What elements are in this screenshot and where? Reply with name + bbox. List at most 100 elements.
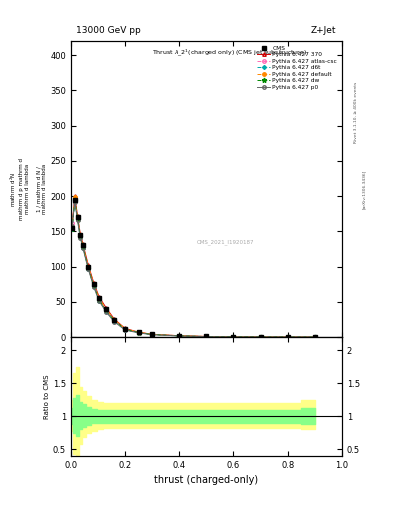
Pythia 6.427 atlas-csc bbox=[75, 215, 80, 221]
Pythia 6.427 default bbox=[177, 333, 182, 339]
Pythia 6.427 370 bbox=[177, 333, 182, 339]
Pythia 6.427 370 bbox=[97, 294, 101, 300]
Pythia 6.427 default bbox=[70, 224, 74, 230]
CMS bbox=[81, 242, 85, 248]
Pythia 6.427 atlas-csc bbox=[285, 334, 290, 340]
Pythia 6.427 p0 bbox=[92, 284, 96, 290]
Pythia 6.427 dw bbox=[150, 331, 154, 337]
Pythia 6.427 d6t bbox=[81, 245, 85, 251]
Pythia 6.427 dw bbox=[78, 233, 83, 240]
Pythia 6.427 370 bbox=[70, 223, 74, 229]
Pythia 6.427 atlas-csc bbox=[86, 264, 91, 270]
Line: Pythia 6.427 default: Pythia 6.427 default bbox=[70, 195, 316, 339]
CMS bbox=[112, 316, 116, 323]
Pythia 6.427 default bbox=[92, 281, 96, 287]
Pythia 6.427 370 bbox=[72, 193, 77, 199]
Pythia 6.427 d6t bbox=[70, 226, 74, 232]
Legend: CMS, Pythia 6.427 370, Pythia 6.427 atlas-csc, Pythia 6.427 d6t, Pythia 6.427 de: CMS, Pythia 6.427 370, Pythia 6.427 atla… bbox=[255, 44, 339, 92]
Pythia 6.427 default bbox=[97, 295, 101, 302]
Text: Thrust $\lambda\_2^1$(charged only) (CMS jet substructure): Thrust $\lambda\_2^1$(charged only) (CMS… bbox=[152, 47, 307, 57]
Pythia 6.427 p0 bbox=[177, 333, 182, 339]
CMS bbox=[104, 306, 108, 312]
Pythia 6.427 370 bbox=[204, 333, 209, 339]
Pythia 6.427 370 bbox=[86, 262, 91, 268]
Pythia 6.427 default bbox=[150, 331, 154, 337]
Pythia 6.427 370 bbox=[92, 280, 96, 286]
Pythia 6.427 p0 bbox=[123, 327, 127, 333]
Line: Pythia 6.427 d6t: Pythia 6.427 d6t bbox=[71, 200, 316, 338]
Pythia 6.427 dw bbox=[72, 197, 77, 203]
Pythia 6.427 370 bbox=[123, 325, 127, 331]
Pythia 6.427 dw bbox=[136, 330, 141, 336]
Pythia 6.427 d6t bbox=[112, 318, 116, 324]
Pythia 6.427 d6t bbox=[204, 333, 209, 339]
Pythia 6.427 atlas-csc bbox=[231, 334, 236, 340]
Line: Pythia 6.427 dw: Pythia 6.427 dw bbox=[70, 197, 317, 339]
Pythia 6.427 default bbox=[104, 306, 108, 312]
Pythia 6.427 d6t bbox=[136, 330, 141, 336]
Pythia 6.427 p0 bbox=[136, 330, 141, 336]
Pythia 6.427 default bbox=[75, 214, 80, 220]
Pythia 6.427 dw bbox=[258, 334, 263, 340]
Pythia 6.427 370 bbox=[136, 329, 141, 335]
Pythia 6.427 d6t bbox=[312, 334, 317, 340]
Pythia 6.427 default bbox=[258, 334, 263, 340]
Pythia 6.427 default bbox=[123, 326, 127, 332]
Pythia 6.427 dw bbox=[75, 216, 80, 222]
Text: Rivet 3.1.10, ≥ 400k events: Rivet 3.1.10, ≥ 400k events bbox=[354, 82, 358, 143]
Pythia 6.427 atlas-csc bbox=[136, 329, 141, 335]
Pythia 6.427 dw bbox=[123, 326, 127, 332]
Pythia 6.427 d6t bbox=[72, 198, 77, 204]
Pythia 6.427 default bbox=[86, 264, 91, 270]
Pythia 6.427 370 bbox=[285, 334, 290, 340]
Pythia 6.427 atlas-csc bbox=[177, 333, 182, 339]
Pythia 6.427 dw bbox=[104, 307, 108, 313]
Pythia 6.427 370 bbox=[81, 241, 85, 247]
Pythia 6.427 p0 bbox=[258, 334, 263, 340]
Pythia 6.427 p0 bbox=[97, 298, 101, 304]
Pythia 6.427 p0 bbox=[75, 217, 80, 223]
Pythia 6.427 d6t bbox=[97, 297, 101, 304]
Pythia 6.427 p0 bbox=[104, 309, 108, 315]
Pythia 6.427 p0 bbox=[150, 332, 154, 338]
Pythia 6.427 default bbox=[231, 334, 236, 340]
Pythia 6.427 dw bbox=[312, 334, 317, 340]
Pythia 6.427 default bbox=[78, 232, 83, 238]
Pythia 6.427 370 bbox=[104, 305, 108, 311]
CMS bbox=[177, 333, 182, 339]
Pythia 6.427 atlas-csc bbox=[92, 282, 96, 288]
Y-axis label: mathrm d$^2$N
mathrm d p mathrm d
mathrm d lambda

1 / mathrm d N /
mathrm d lam: mathrm d$^2$N mathrm d p mathrm d mathrm… bbox=[9, 158, 47, 220]
Line: Pythia 6.427 atlas-csc: Pythia 6.427 atlas-csc bbox=[70, 197, 316, 339]
Pythia 6.427 atlas-csc bbox=[312, 334, 317, 340]
Pythia 6.427 dw bbox=[97, 297, 101, 303]
Pythia 6.427 atlas-csc bbox=[72, 195, 77, 201]
Text: 13000 GeV pp: 13000 GeV pp bbox=[76, 26, 141, 35]
CMS bbox=[258, 334, 263, 340]
Pythia 6.427 default bbox=[72, 194, 77, 200]
Pythia 6.427 default bbox=[81, 242, 85, 248]
Pythia 6.427 370 bbox=[231, 334, 236, 340]
CMS bbox=[150, 331, 154, 337]
Pythia 6.427 370 bbox=[258, 334, 263, 340]
Line: Pythia 6.427 370: Pythia 6.427 370 bbox=[70, 195, 316, 339]
Text: [arXiv:1306.3436]: [arXiv:1306.3436] bbox=[362, 170, 365, 209]
Pythia 6.427 default bbox=[204, 333, 209, 339]
Pythia 6.427 dw bbox=[92, 283, 96, 289]
Pythia 6.427 d6t bbox=[92, 283, 96, 289]
X-axis label: thrust (charged-only): thrust (charged-only) bbox=[154, 475, 258, 485]
Pythia 6.427 d6t bbox=[75, 217, 80, 223]
Text: CMS_2021_I1920187: CMS_2021_I1920187 bbox=[196, 240, 254, 245]
Pythia 6.427 d6t bbox=[258, 334, 263, 340]
Pythia 6.427 atlas-csc bbox=[81, 243, 85, 249]
Pythia 6.427 d6t bbox=[123, 327, 127, 333]
Pythia 6.427 d6t bbox=[231, 334, 236, 340]
Pythia 6.427 dw bbox=[81, 244, 85, 250]
Pythia 6.427 d6t bbox=[285, 334, 290, 340]
Pythia 6.427 370 bbox=[312, 334, 317, 340]
Pythia 6.427 d6t bbox=[78, 234, 83, 240]
Pythia 6.427 atlas-csc bbox=[78, 232, 83, 239]
Pythia 6.427 atlas-csc bbox=[150, 331, 154, 337]
Pythia 6.427 p0 bbox=[204, 333, 209, 339]
Pythia 6.427 d6t bbox=[86, 266, 91, 272]
Pythia 6.427 default bbox=[312, 334, 317, 340]
